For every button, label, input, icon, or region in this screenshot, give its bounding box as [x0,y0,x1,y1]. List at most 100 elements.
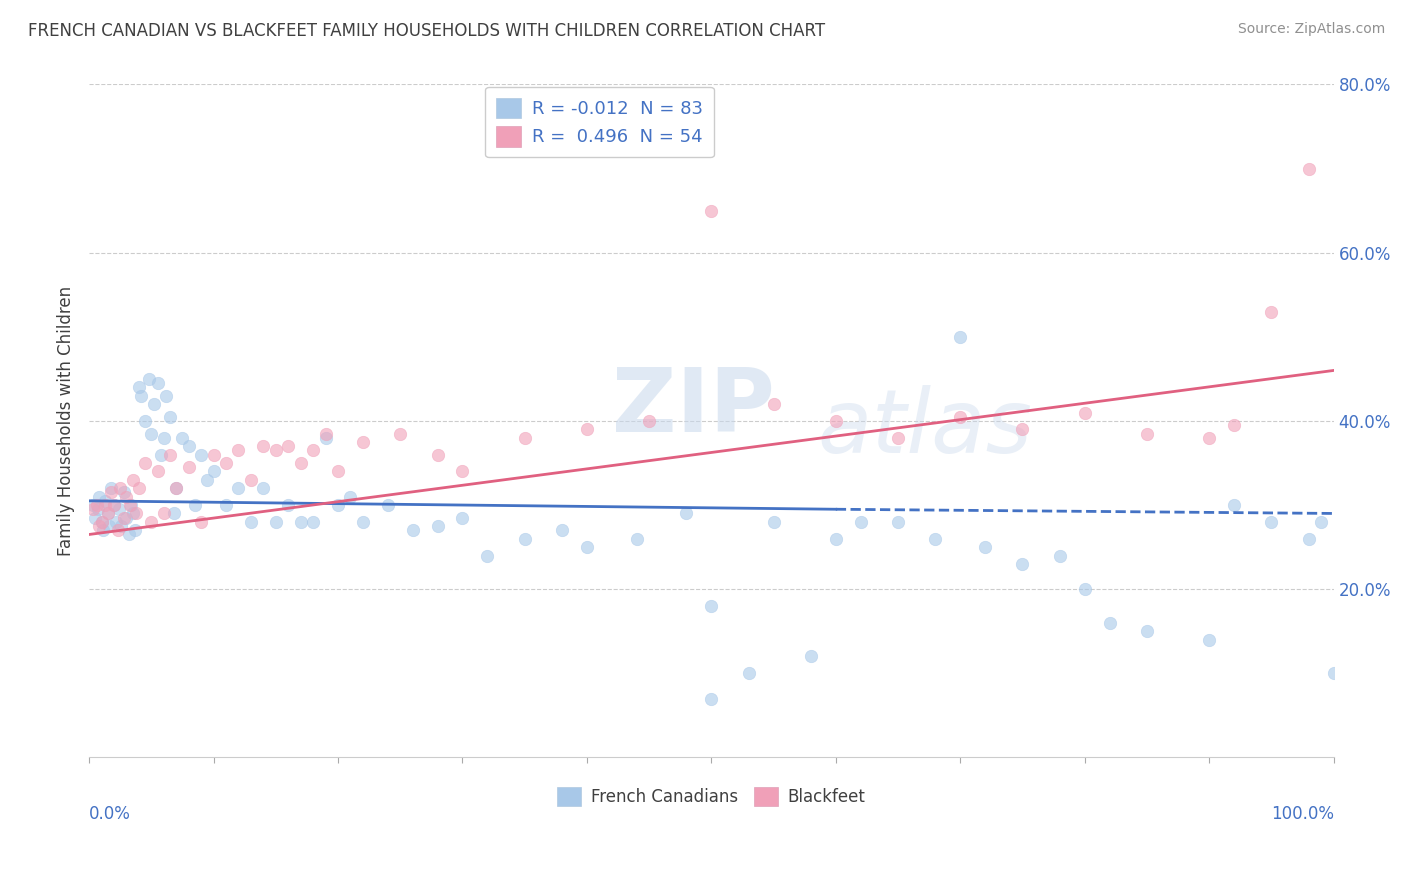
Point [142,397,165,411]
Point [141,515,163,529]
Point [84,510,107,524]
Point [120,498,142,512]
Point [762,515,785,529]
Point [103,498,125,512]
Point [626,532,648,546]
Point [128,481,150,495]
Point [339,490,361,504]
Point [98,519,121,533]
Y-axis label: Family Households with Children: Family Households with Children [58,285,75,556]
Point [277,439,299,453]
Point [202,464,225,478]
Point [1136,624,1159,639]
Point [100,485,122,500]
Point [451,464,474,478]
Point [1298,161,1320,176]
Point [150,448,173,462]
Point [134,456,156,470]
Point [252,439,274,453]
Point [120,498,142,512]
Point [377,498,399,512]
Point [97,507,120,521]
Point [1198,632,1220,647]
Point [513,431,536,445]
Point [575,540,598,554]
Point [352,434,374,449]
Point [352,515,374,529]
Point [1011,557,1033,571]
Point [108,502,131,516]
Point [326,464,349,478]
Point [1011,422,1033,436]
Point [700,691,723,706]
Point [146,464,169,478]
Point [97,507,120,521]
Point [128,380,150,394]
Point [195,473,218,487]
Point [800,649,823,664]
Point [1323,666,1346,681]
Point [426,448,449,462]
Point [1073,582,1095,596]
Point [1223,498,1246,512]
Point [1049,549,1071,563]
Point [551,523,574,537]
Point [202,448,225,462]
Legend: French Canadians, Blackfeet: French Canadians, Blackfeet [547,777,876,816]
Text: ZIP: ZIP [612,364,775,451]
Point [177,460,200,475]
Point [215,456,238,470]
Point [141,426,163,441]
Point [159,409,181,424]
Point [451,510,474,524]
Point [824,414,846,428]
Point [190,515,212,529]
Point [290,515,312,529]
Point [849,515,872,529]
Point [124,523,146,537]
Point [426,519,449,533]
Point [675,507,697,521]
Point [887,431,910,445]
Point [172,431,194,445]
Point [239,515,262,529]
Point [165,481,187,495]
Point [121,473,143,487]
Point [1198,431,1220,445]
Point [1098,615,1121,630]
Point [762,397,785,411]
Point [110,519,132,533]
Point [121,507,143,521]
Point [1260,304,1282,318]
Point [87,502,110,516]
Point [737,666,759,681]
Point [152,507,174,521]
Point [1260,515,1282,529]
Point [700,203,723,218]
Point [974,540,997,554]
Point [215,498,238,512]
Point [228,481,250,495]
Point [107,523,129,537]
Point [239,473,262,487]
Point [163,507,186,521]
Point [1298,532,1320,546]
Point [125,507,148,521]
Point [315,426,337,441]
Point [389,426,412,441]
Point [1310,515,1333,529]
Point [315,431,337,445]
Point [90,515,112,529]
Point [949,330,972,344]
Point [115,510,138,524]
Point [82,502,104,516]
Point [190,448,212,462]
Point [638,414,661,428]
Point [700,599,723,613]
Point [1223,418,1246,433]
Point [155,389,177,403]
Point [90,515,112,529]
Point [108,481,131,495]
Point [184,498,207,512]
Point [228,443,250,458]
